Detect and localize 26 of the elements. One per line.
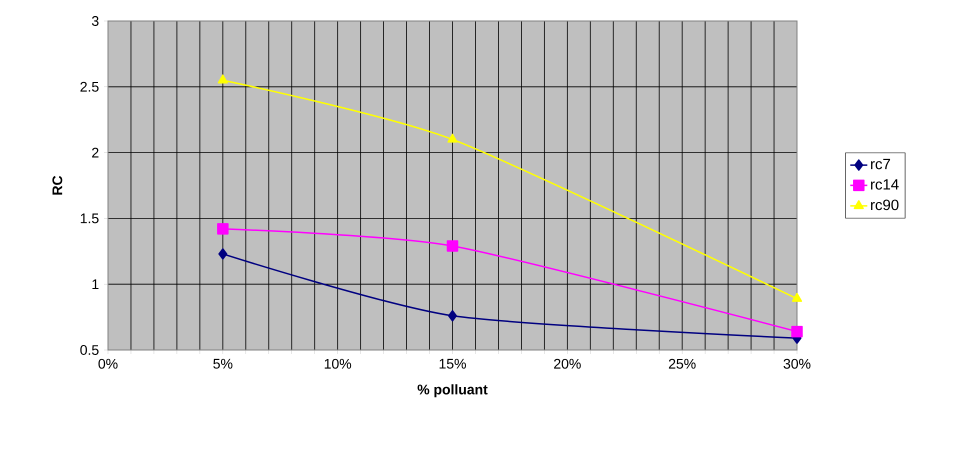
x-tick-label: 0% (98, 358, 118, 369)
x-tick-label: 10% (324, 358, 352, 369)
legend-label: rc7 (871, 158, 890, 170)
y-tick-label: 1.5 (80, 214, 99, 224)
x-tick-label: 5% (213, 358, 232, 369)
point (792, 292, 802, 302)
point (218, 248, 228, 260)
legend-label: rc14 (871, 179, 899, 190)
x-tick-label: 25% (668, 358, 696, 369)
legend-label: rc90 (871, 200, 899, 210)
x-tick-label: 15% (440, 358, 466, 369)
point (448, 310, 458, 322)
point (447, 134, 458, 143)
x-axis-title: % polluant (418, 384, 488, 398)
x-tick-label: 20% (554, 358, 581, 369)
point (218, 74, 228, 84)
x-tick-label: 30% (784, 358, 810, 369)
y-tick-label: 2.5 (80, 82, 99, 92)
y-tick-label: 0.5 (80, 345, 99, 355)
point (791, 326, 803, 338)
point (446, 240, 458, 252)
y-tick-label: 3 (92, 16, 99, 26)
point (217, 223, 229, 235)
y-axis-title: RC (52, 176, 62, 195)
y-tick-label: 2 (92, 148, 98, 158)
y-tick-label: 1 (92, 279, 98, 289)
